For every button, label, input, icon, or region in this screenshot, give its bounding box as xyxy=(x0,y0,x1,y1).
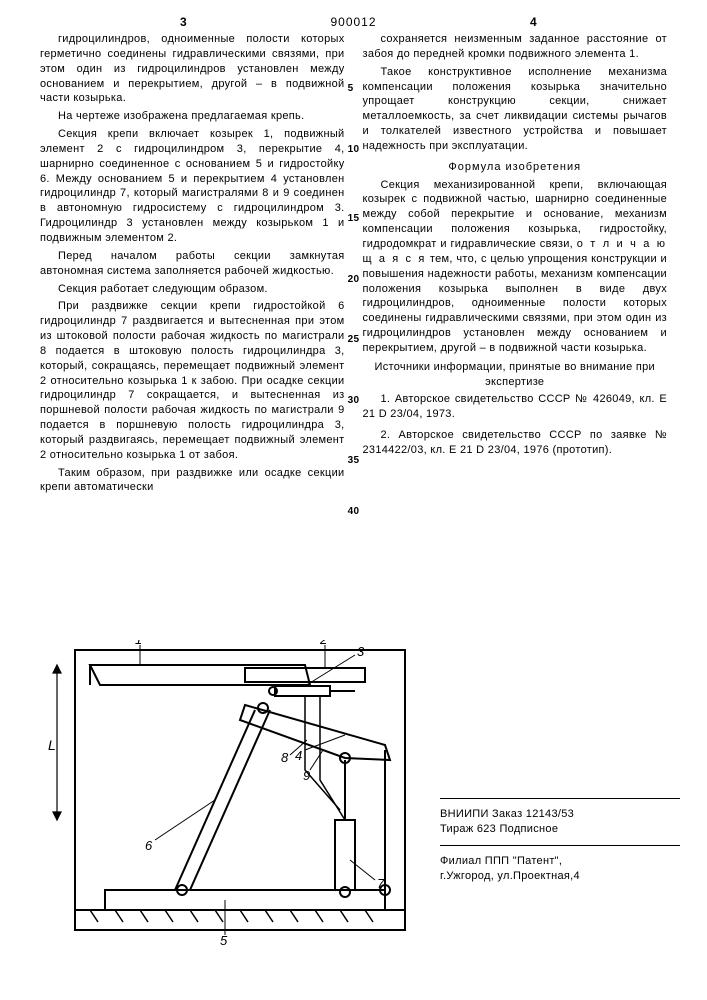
paragraph: Такое конструктивное исполнение механизм… xyxy=(363,65,668,154)
imprint-line: Филиал ППП "Патент", xyxy=(440,854,680,869)
formula-heading: Формула изобретения xyxy=(363,160,668,175)
line-marker: 40 xyxy=(348,505,360,519)
patent-figure: L 1 2 3 4 5 6 7 8 9 xyxy=(45,640,425,950)
fig-label-9: 9 xyxy=(303,768,311,783)
paragraph: На чертеже изображена предлагаемая крепь… xyxy=(40,109,345,124)
fig-label-6: 6 xyxy=(145,838,153,853)
fig-label-1: 1 xyxy=(135,640,143,647)
source-item: 1. Авторское свидетельство СССР № 426049… xyxy=(363,392,668,422)
paragraph: При раздвижке секции крепи гидростойкой … xyxy=(40,299,345,462)
left-column: гидроцилиндров, одноименные полости кото… xyxy=(40,32,345,498)
paragraph: Секция работает следующим образом. xyxy=(40,282,345,297)
imprint-block: ВНИИПИ Заказ 12143/53 Тираж 623 Подписно… xyxy=(440,790,680,883)
paragraph: сохраняется неизменным заданное расстоян… xyxy=(363,32,668,62)
fig-label-7: 7 xyxy=(377,876,385,891)
claim-text: тем, что, с целью упрощения конструкции … xyxy=(363,253,668,354)
fig-label-3: 3 xyxy=(357,644,365,659)
patent-number: 900012 xyxy=(330,14,376,30)
fig-label-5: 5 xyxy=(220,933,228,948)
fig-label-2: 2 xyxy=(319,640,328,647)
claim-paragraph: Секция механизированной крепи, включающа… xyxy=(363,178,668,356)
paragraph: Таким образом, при раздвижке или осадке … xyxy=(40,466,345,496)
dim-label: L xyxy=(48,737,56,753)
fig-label-4: 4 xyxy=(295,748,303,763)
right-column: сохраняется неизменным заданное расстоян… xyxy=(363,32,668,498)
paragraph: гидроцилиндров, одноименные полости кото… xyxy=(40,32,345,106)
imprint-line: ВНИИПИ Заказ 12143/53 xyxy=(440,807,680,822)
imprint-line: г.Ужгород, ул.Проектная,4 xyxy=(440,869,680,884)
paragraph: Перед началом работы секции замкнутая ав… xyxy=(40,249,345,279)
fig-label-8: 8 xyxy=(281,750,289,765)
page-number-left: 3 xyxy=(180,14,187,30)
text-columns: гидроцилиндров, одноименные полости кото… xyxy=(40,32,667,498)
page-number-right: 4 xyxy=(530,14,537,30)
paragraph: Секция крепи включает козырек 1, подвижн… xyxy=(40,127,345,246)
source-item: 2. Авторское свидетельство СССР по заявк… xyxy=(363,428,668,458)
imprint-line: Тираж 623 Подписное xyxy=(440,822,680,837)
sources-heading: Источники информации, принятые во вниман… xyxy=(363,360,668,390)
